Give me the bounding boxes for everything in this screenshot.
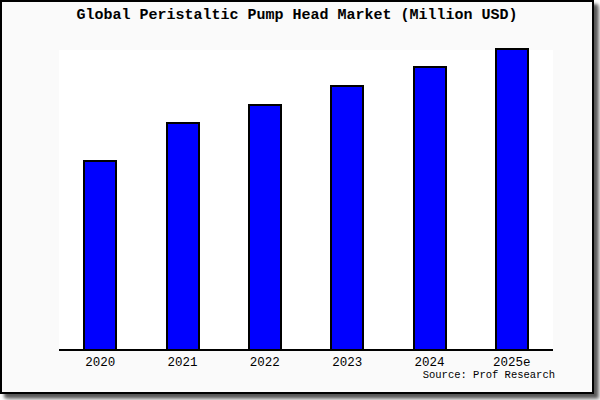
bar-2023 xyxy=(330,85,364,349)
plot-area xyxy=(59,50,553,351)
bar-2022 xyxy=(248,104,282,349)
bar-2024 xyxy=(413,66,447,349)
x-tick-label-2021: 2021 xyxy=(143,356,223,370)
bar-2021 xyxy=(166,122,200,349)
bar-2020 xyxy=(83,160,117,349)
x-tick-label-2020: 2020 xyxy=(60,356,140,370)
x-tick-label-2024: 2024 xyxy=(390,356,470,370)
x-tick-label-2022: 2022 xyxy=(225,356,305,370)
bar-2025e xyxy=(495,48,529,349)
chart-title: Global Peristaltic Pump Head Market (Mil… xyxy=(2,7,592,24)
chart-canvas: Global Peristaltic Pump Head Market (Mil… xyxy=(0,0,600,400)
chart-frame: Global Peristaltic Pump Head Market (Mil… xyxy=(0,0,594,394)
x-tick-label-2025e: 2025e xyxy=(472,356,552,370)
x-tick-label-2023: 2023 xyxy=(307,356,387,370)
source-credit: Source: Prof Research xyxy=(423,369,555,381)
